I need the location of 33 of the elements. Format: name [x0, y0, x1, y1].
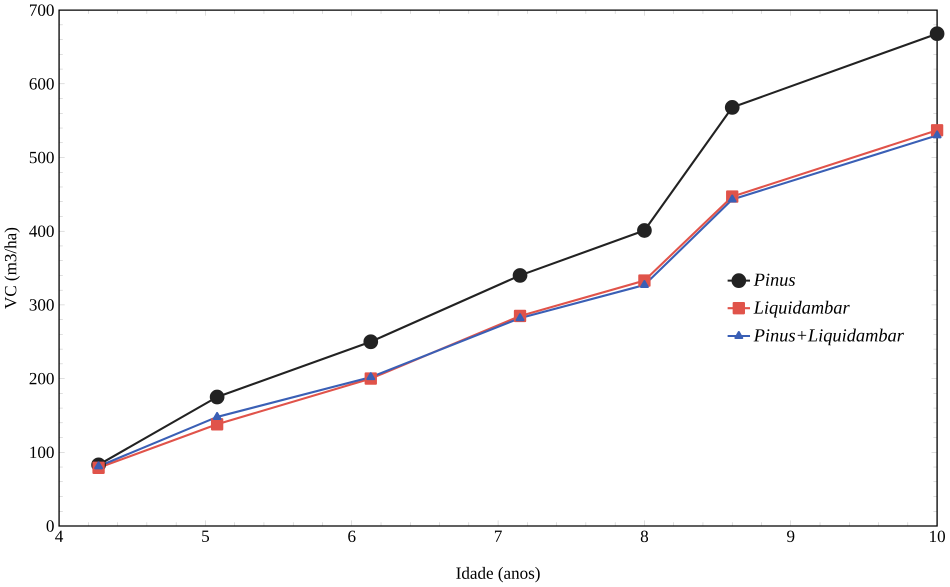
point	[640, 280, 649, 288]
point	[210, 418, 224, 431]
point	[366, 372, 376, 380]
y-tick-label: 100	[30, 446, 54, 458]
y-tick-label: 200	[30, 372, 54, 384]
point	[932, 130, 942, 139]
point	[512, 268, 528, 283]
y-tick-label: 400	[29, 226, 54, 238]
point	[212, 412, 222, 420]
legend-label: Pinus	[754, 274, 795, 286]
legend-label: Liquidambar	[753, 300, 850, 318]
x-tick-label: 9	[787, 530, 794, 542]
y-tick-label: 0	[46, 520, 54, 532]
point	[637, 223, 652, 238]
legend-label: Pinus+Liquidambar	[754, 328, 904, 346]
x-tick-label: 4	[55, 530, 64, 542]
y-axis-title: VC (m3/ha)	[4, 228, 20, 309]
point	[516, 313, 524, 322]
y-tick-label: 700	[30, 4, 54, 16]
point	[724, 100, 740, 115]
x-tick-label: 7	[494, 530, 502, 542]
y-tick-label: 600	[30, 78, 54, 90]
x-tick-label: 5	[202, 530, 210, 542]
x-tick-label: 6	[348, 530, 356, 542]
x-tick-label: 8	[640, 530, 648, 542]
point	[363, 334, 378, 350]
x-axis-title: Idade (anos)	[456, 567, 540, 582]
x-tick-label: 10	[930, 530, 945, 542]
y-tick-label: 300	[30, 299, 54, 311]
y-tick-label: 500	[30, 152, 54, 164]
point	[728, 194, 737, 203]
point	[210, 390, 224, 404]
point	[930, 26, 944, 42]
